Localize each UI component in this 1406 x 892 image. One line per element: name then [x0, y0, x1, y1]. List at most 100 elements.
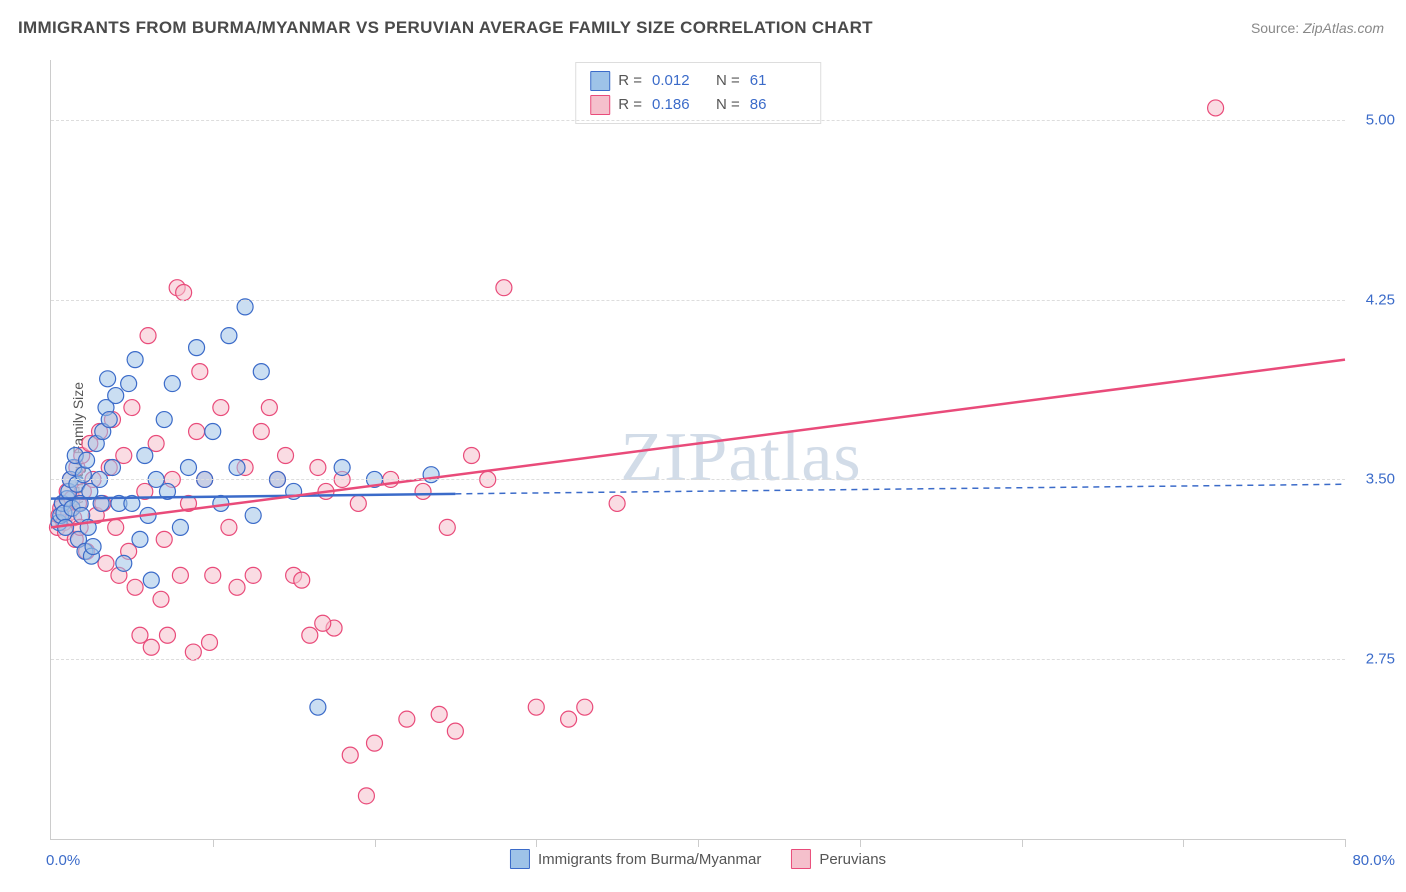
- scatter-point: [294, 572, 310, 588]
- plot-area: ZIPatlas R = 0.012 N = 61 R = 0.186 N = …: [50, 60, 1345, 840]
- legend-series-item-1: Peruvians: [791, 849, 886, 869]
- source-value: ZipAtlas.com: [1303, 20, 1384, 36]
- scatter-point: [561, 711, 577, 727]
- scatter-point: [185, 644, 201, 660]
- xtick: [213, 839, 214, 847]
- scatter-point: [156, 531, 172, 547]
- scatter-point: [104, 459, 120, 475]
- scatter-point: [253, 364, 269, 380]
- ytick-label: 5.00: [1350, 111, 1395, 128]
- legend-swatch-bottom-1: [791, 849, 811, 869]
- scatter-point: [172, 567, 188, 583]
- scatter-point: [159, 627, 175, 643]
- chart-title: IMMIGRANTS FROM BURMA/MYANMAR VS PERUVIA…: [18, 18, 873, 38]
- scatter-point: [121, 376, 137, 392]
- scatter-point: [350, 495, 366, 511]
- scatter-point: [245, 567, 261, 583]
- scatter-point: [496, 280, 512, 296]
- r-value-0: 0.012: [652, 69, 694, 93]
- xtick: [536, 839, 537, 847]
- scatter-point: [415, 483, 431, 499]
- scatter-point: [221, 328, 237, 344]
- scatter-point: [577, 699, 593, 715]
- gridline-h: [51, 300, 1345, 301]
- scatter-point: [205, 567, 221, 583]
- r-label: R =: [618, 69, 642, 93]
- regression-extrapolation-series-0: [455, 484, 1345, 494]
- scatter-point: [464, 447, 480, 463]
- legend-series-item-0: Immigrants from Burma/Myanmar: [510, 849, 761, 869]
- n-label: N =: [716, 69, 740, 93]
- scatter-point: [108, 388, 124, 404]
- source-label: Source:: [1251, 20, 1299, 36]
- scatter-point: [609, 495, 625, 511]
- scatter-point: [245, 507, 261, 523]
- scatter-point: [192, 364, 208, 380]
- scatter-point: [172, 519, 188, 535]
- scatter-point: [164, 376, 180, 392]
- n-value-0: 61: [750, 69, 792, 93]
- scatter-point: [101, 412, 117, 428]
- legend-stats-row-1: R = 0.186 N = 86: [590, 93, 806, 117]
- scatter-point: [85, 539, 101, 555]
- scatter-point: [143, 572, 159, 588]
- scatter-point: [127, 352, 143, 368]
- scatter-point: [156, 412, 172, 428]
- scatter-point: [213, 400, 229, 416]
- plot-svg: [51, 60, 1345, 839]
- scatter-point: [98, 555, 114, 571]
- scatter-point: [237, 299, 253, 315]
- scatter-point: [310, 459, 326, 475]
- scatter-point: [143, 639, 159, 655]
- scatter-point: [253, 424, 269, 440]
- scatter-point: [180, 459, 196, 475]
- scatter-point: [342, 747, 358, 763]
- ytick-label: 3.50: [1350, 471, 1395, 488]
- n-value-1: 86: [750, 93, 792, 117]
- scatter-point: [116, 555, 132, 571]
- scatter-point: [124, 400, 140, 416]
- xtick: [1345, 839, 1346, 847]
- scatter-point: [315, 615, 331, 631]
- scatter-point: [358, 788, 374, 804]
- scatter-point: [108, 519, 124, 535]
- n-label: N =: [716, 93, 740, 117]
- xtick: [1022, 839, 1023, 847]
- scatter-point: [439, 519, 455, 535]
- scatter-point: [310, 699, 326, 715]
- gridline-h: [51, 659, 1345, 660]
- scatter-point: [205, 424, 221, 440]
- xtick: [375, 839, 376, 847]
- xtick: [698, 839, 699, 847]
- x-axis-max-label: 80.0%: [1352, 852, 1395, 869]
- scatter-point: [176, 285, 192, 301]
- regression-line-series-1: [51, 360, 1345, 528]
- legend-swatch-bottom-0: [510, 849, 530, 869]
- scatter-point: [399, 711, 415, 727]
- scatter-point: [1208, 100, 1224, 116]
- legend-swatch-series-1: [590, 95, 610, 115]
- scatter-point: [261, 400, 277, 416]
- scatter-point: [202, 634, 218, 650]
- ytick-label: 4.25: [1350, 291, 1395, 308]
- chart-container: IMMIGRANTS FROM BURMA/MYANMAR VS PERUVIA…: [0, 0, 1406, 892]
- xtick: [1183, 839, 1184, 847]
- source-attribution: Source: ZipAtlas.com: [1251, 20, 1384, 36]
- scatter-point: [100, 371, 116, 387]
- x-axis-min-label: 0.0%: [46, 852, 80, 869]
- scatter-point: [221, 519, 237, 535]
- r-value-1: 0.186: [652, 93, 694, 117]
- scatter-point: [140, 328, 156, 344]
- scatter-point: [127, 579, 143, 595]
- gridline-h: [51, 120, 1345, 121]
- scatter-point: [229, 579, 245, 595]
- scatter-point: [528, 699, 544, 715]
- legend-series-label-0: Immigrants from Burma/Myanmar: [538, 851, 761, 868]
- scatter-point: [79, 452, 95, 468]
- regression-line-series-0: [51, 494, 455, 499]
- legend-series-label-1: Peruvians: [819, 851, 886, 868]
- scatter-point: [431, 706, 447, 722]
- scatter-point: [278, 447, 294, 463]
- scatter-point: [447, 723, 463, 739]
- gridline-h: [51, 479, 1345, 480]
